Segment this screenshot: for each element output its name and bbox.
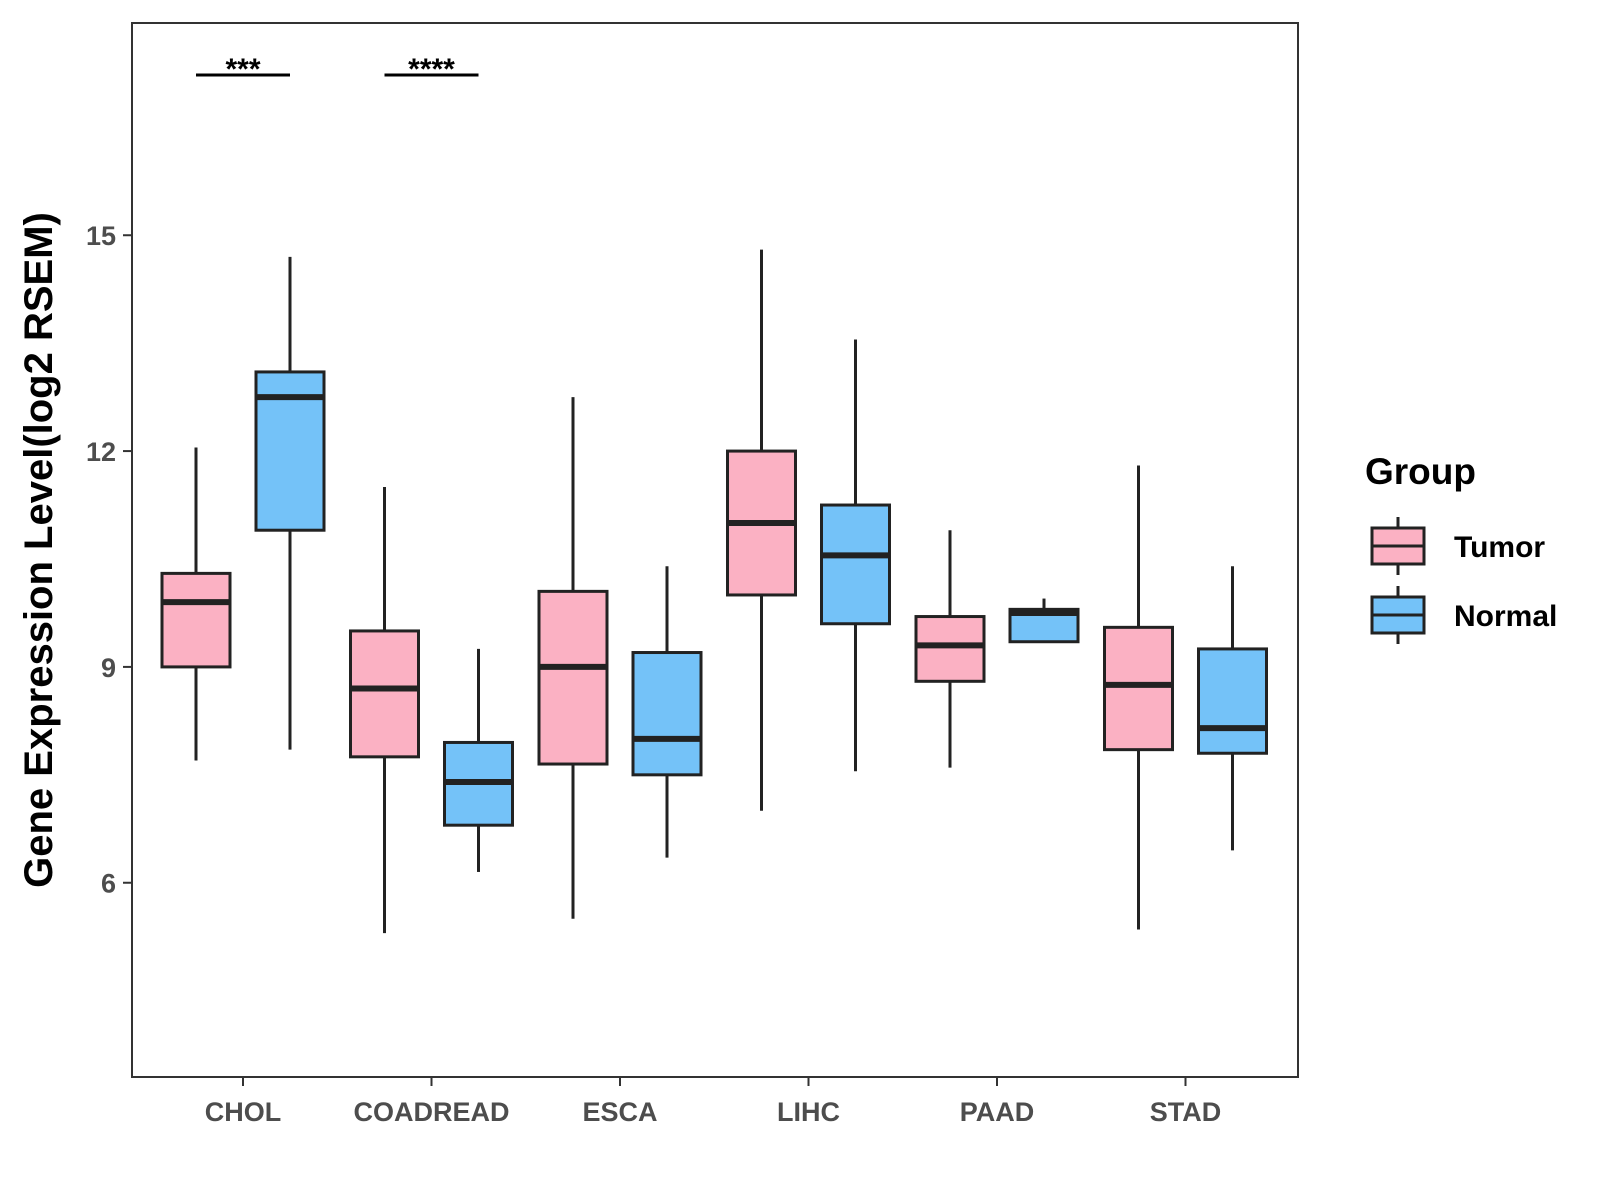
y-tick-label: 9	[101, 653, 116, 683]
box-iqr-paad-tumor	[914, 615, 986, 683]
legend-label: Tumor	[1454, 531, 1545, 564]
box-stad-tumor	[1103, 465, 1174, 930]
box-iqr-esca-normal	[631, 651, 703, 777]
box-esca-tumor	[537, 397, 609, 919]
plot-area	[160, 249, 1268, 934]
box-coadread-tumor	[349, 487, 420, 934]
box-chol-normal	[254, 256, 326, 750]
box-iqr-chol-tumor	[160, 571, 232, 669]
x-tick-label: ESCA	[582, 1097, 657, 1127]
x-tick-label: COADREAD	[353, 1097, 509, 1127]
box-iqr-esca-tumor	[537, 589, 609, 766]
legend: Group Tumor Normal	[1365, 451, 1557, 644]
box-lihc-normal	[820, 339, 891, 772]
y-tick-label: 6	[101, 869, 116, 899]
box-chol-tumor	[160, 447, 232, 761]
legend-title: Group	[1365, 451, 1476, 492]
x-tick-label: LIHC	[777, 1097, 840, 1127]
box-esca-normal	[631, 566, 703, 858]
y-axis-title: Gene Expression Level(log2 RSEM)	[17, 212, 61, 888]
axes: 6 9 12 15 CHOL COADREAD ESCA LIHC PAAD STAD	[86, 221, 1221, 1127]
plot-panel-border	[131, 22, 1299, 1078]
x-tick-label: CHOL	[205, 1097, 282, 1127]
x-tick-label: PAAD	[960, 1097, 1035, 1127]
y-tick-label: 12	[86, 437, 116, 467]
x-tick-label: STAD	[1150, 1097, 1222, 1127]
legend-item-tumor: Tumor	[1370, 517, 1545, 575]
box-iqr-stad-tumor	[1103, 625, 1174, 752]
significance-annotations: *** ****	[196, 53, 479, 86]
box-iqr-lihc-normal	[820, 503, 891, 626]
legend-label: Normal	[1454, 600, 1557, 633]
legend-item-normal: Normal	[1370, 586, 1557, 644]
box-paad-tumor	[914, 530, 986, 768]
significance-label-coadread: ****	[408, 53, 455, 86]
box-iqr-coadread-tumor	[349, 629, 420, 759]
box-paad-normal	[1008, 598, 1080, 644]
box-lihc-tumor	[726, 249, 797, 811]
y-tick-label: 15	[86, 221, 116, 251]
box-coadread-normal	[443, 648, 514, 872]
box-stad-normal	[1197, 566, 1268, 851]
significance-label-chol: ***	[225, 53, 260, 86]
box-iqr-stad-normal	[1197, 647, 1268, 755]
